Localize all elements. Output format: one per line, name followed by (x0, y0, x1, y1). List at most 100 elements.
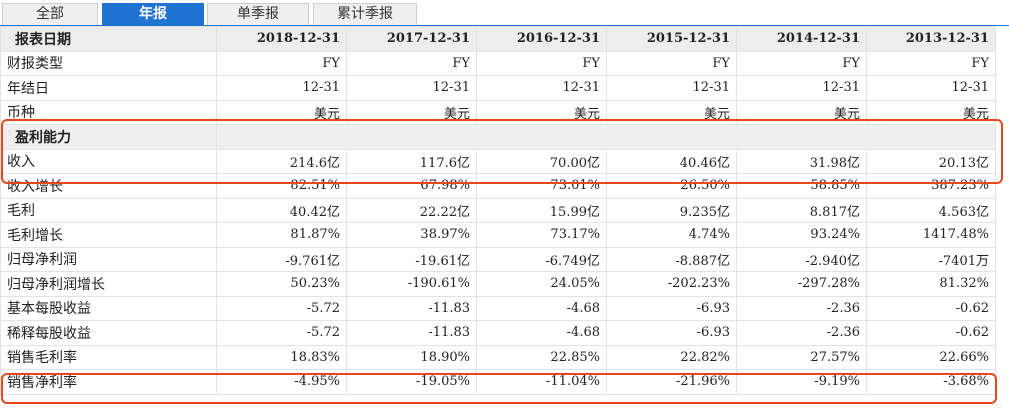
row-value: -6.93 (606, 320, 737, 346)
tab-single-quarter[interactable]: 单季报 (207, 3, 309, 25)
row-label: 稀释每股收益 (0, 320, 217, 346)
header-date: 2015-12-31 (606, 26, 737, 52)
row-value: 美元 (476, 99, 607, 125)
row-value: 73.17% (476, 222, 607, 248)
row-value: -11.83 (346, 295, 477, 321)
row-value: FY (606, 50, 737, 76)
row-value: -2.940亿 (736, 246, 867, 272)
row-value: 40.46亿 (606, 148, 737, 174)
row-label: 归母净利润 (0, 246, 217, 272)
row-value: 12-31 (606, 75, 737, 101)
row-value: FY (346, 50, 477, 76)
row-value: -7401万 (866, 246, 996, 272)
section-filler (216, 124, 996, 150)
row-value: 4.563亿 (866, 197, 996, 223)
row-value: -21.96% (606, 369, 737, 395)
row-value: -11.83 (346, 320, 477, 346)
row-value: 31.98亿 (736, 148, 867, 174)
row-value: 81.32% (866, 271, 996, 297)
section-title: 盈利能力 (0, 124, 217, 150)
row-value: 27.57% (736, 344, 867, 370)
row-value: 70.00亿 (476, 148, 607, 174)
row-value: 24.05% (476, 271, 607, 297)
table-row: 归母净利润增长 50.23% -190.61% 24.05% -202.23% -297.… (0, 271, 996, 297)
row-label: 销售毛利率 (0, 344, 217, 370)
row-value: -297.28% (736, 271, 867, 297)
tab-annual[interactable]: 年报 (102, 3, 204, 25)
row-value: -0.62 (866, 295, 996, 321)
row-value: 38.97% (346, 222, 477, 248)
row-label: 币种 (0, 99, 217, 125)
table-row: 稀释每股收益 -5.72 -11.83 -4.68 -6.93 -2.36 -0.62 (0, 320, 996, 346)
table-row: 毛利 40.42亿 22.22亿 15.99亿 9.235亿 8.817亿 4.563亿 (0, 197, 996, 223)
table-row: 毛利增长 81.87% 38.97% 73.17% 4.74% 93.24% 1417.48… (0, 222, 996, 248)
row-value: 26.50% (606, 173, 737, 199)
row-value: 美元 (866, 99, 996, 125)
row-label: 毛利增长 (0, 222, 217, 248)
row-value: 18.90% (346, 344, 477, 370)
row-label: 财报类型 (0, 50, 217, 76)
row-value: 12-31 (216, 75, 347, 101)
row-value: 387.23% (866, 173, 996, 199)
row-label: 归母净利润增长 (0, 271, 217, 297)
row-value: -202.23% (606, 271, 737, 297)
row-value: 20.13亿 (866, 148, 996, 174)
table-row: 财报类型 FY FY FY FY FY FY (0, 50, 996, 76)
table-row: 归母净利润 -9.761亿 -19.61亿 -6.749亿 -8.887亿 -2.940亿… (0, 246, 996, 272)
row-value: 22.85% (476, 344, 607, 370)
row-value: -4.68 (476, 295, 607, 321)
row-value: -5.72 (216, 320, 347, 346)
row-value: 18.83% (216, 344, 347, 370)
row-value: 214.6亿 (216, 148, 347, 174)
tab-cumulative-quarter[interactable]: 累计季报 (313, 3, 417, 25)
header-date: 2013-12-31 (866, 26, 996, 52)
row-value: FY (476, 50, 607, 76)
section-header-row: 盈利能力 (0, 124, 996, 150)
row-value: 12-31 (866, 75, 996, 101)
row-value: 73.01% (476, 173, 607, 199)
row-value: 22.82% (606, 344, 737, 370)
header-date: 2017-12-31 (346, 26, 477, 52)
row-value: 117.6亿 (346, 148, 477, 174)
row-value: -9.19% (736, 369, 867, 395)
row-label: 毛利 (0, 197, 217, 223)
financial-table: 报表日期 2018-12-31 2017-12-31 2016-12-31 2015-1… (0, 26, 996, 395)
header-label: 报表日期 (0, 26, 217, 52)
row-value: FY (866, 50, 996, 76)
row-value: -2.36 (736, 295, 867, 321)
row-value: 8.817亿 (736, 197, 867, 223)
row-value: 12-31 (346, 75, 477, 101)
tab-underline (0, 25, 1009, 26)
row-value: -19.61亿 (346, 246, 477, 272)
row-value: 58.85% (736, 173, 867, 199)
header-date: 2014-12-31 (736, 26, 867, 52)
row-value: 22.66% (866, 344, 996, 370)
row-value: -11.04% (476, 369, 607, 395)
row-value: 93.24% (736, 222, 867, 248)
row-value: -0.62 (866, 320, 996, 346)
table-row: 基本每股收益 -5.72 -11.83 -4.68 -6.93 -2.36 -0.62 (0, 295, 996, 321)
row-value: FY (736, 50, 867, 76)
row-value: -2.36 (736, 320, 867, 346)
row-value: -3.68% (866, 369, 996, 395)
row-label: 基本每股收益 (0, 295, 217, 321)
table-row: 收入 214.6亿 117.6亿 70.00亿 40.46亿 31.98亿 20.13亿 (0, 148, 996, 174)
row-value: 12-31 (476, 75, 607, 101)
row-value: -5.72 (216, 295, 347, 321)
row-value: 82.51% (216, 173, 347, 199)
row-value: 15.99亿 (476, 197, 607, 223)
report-period-tabs: 全部 年报 单季报 累计季报 (0, 3, 1009, 26)
tab-all[interactable]: 全部 (2, 3, 98, 25)
row-value: 4.74% (606, 222, 737, 248)
row-value: -9.761亿 (216, 246, 347, 272)
header-date: 2016-12-31 (476, 26, 607, 52)
row-value: 81.87% (216, 222, 347, 248)
row-value: -4.95% (216, 369, 347, 395)
table-row: 销售净利率 -4.95% -19.05% -11.04% -21.96% -9.19% -3… (0, 369, 996, 395)
row-value: -19.05% (346, 369, 477, 395)
table-row: 收入增长 82.51% 67.98% 73.01% 26.50% 58.85% 387.23… (0, 173, 996, 199)
row-label: 收入增长 (0, 173, 217, 199)
row-value: 美元 (606, 99, 737, 125)
row-value: 40.42亿 (216, 197, 347, 223)
table-row: 销售毛利率 18.83% 18.90% 22.85% 22.82% 27.57% 22.66… (0, 344, 996, 370)
